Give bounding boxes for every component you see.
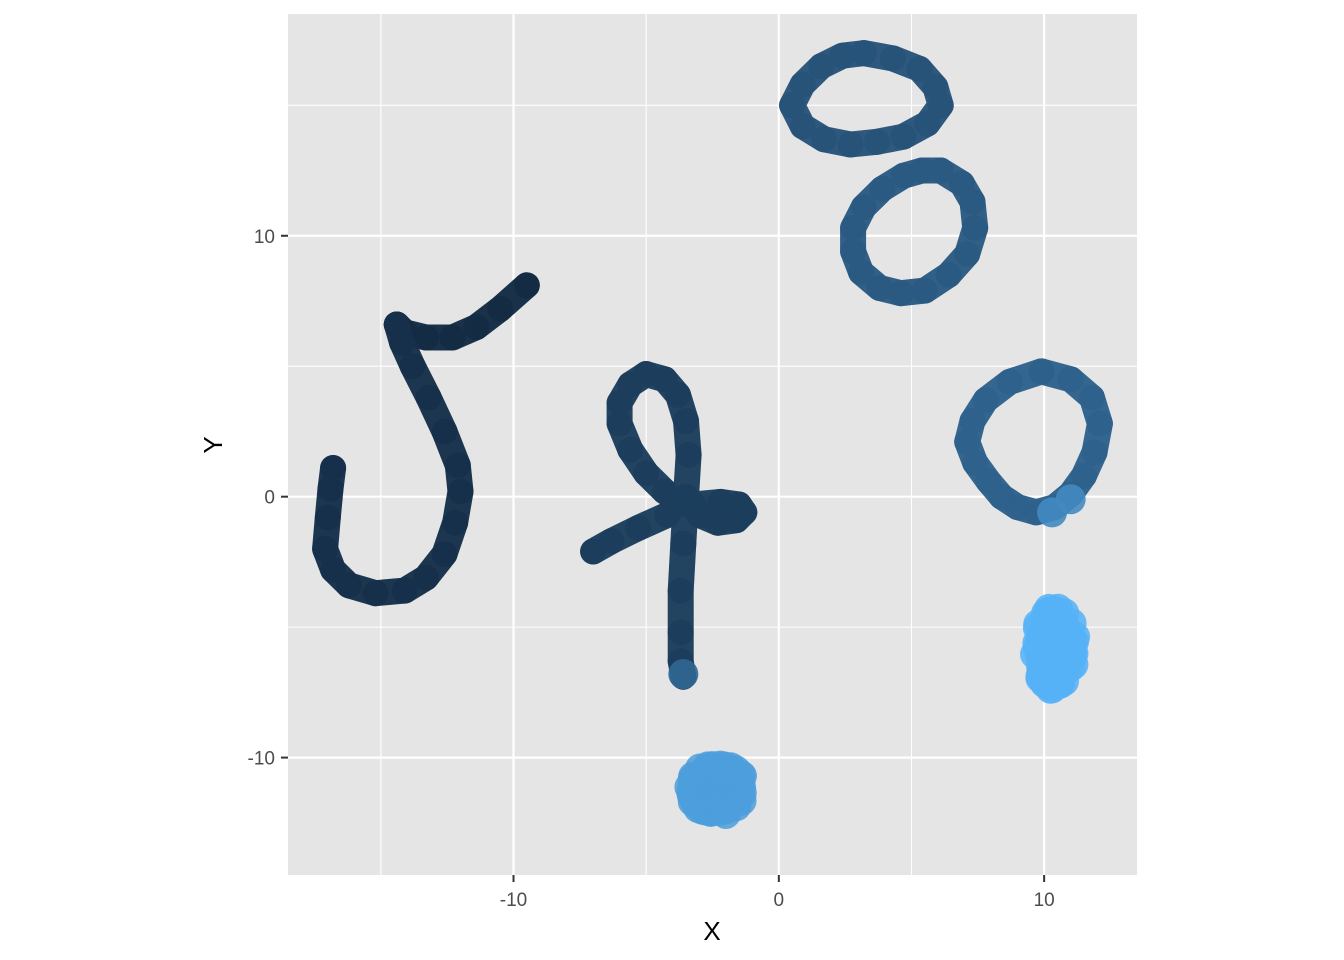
data-point — [887, 280, 914, 307]
data-point — [911, 277, 938, 304]
data-point — [412, 564, 439, 591]
data-point — [890, 123, 917, 150]
data-point — [625, 514, 652, 541]
data-point — [935, 261, 962, 288]
data-point — [598, 528, 625, 555]
data-point — [909, 157, 936, 184]
data-point — [810, 126, 837, 153]
data-point — [840, 238, 867, 265]
data-point — [808, 53, 835, 80]
data-point — [840, 214, 867, 241]
data-point — [837, 131, 864, 158]
data-point — [399, 353, 426, 380]
data-point — [336, 572, 363, 599]
data-point — [789, 113, 816, 140]
data-point — [463, 314, 490, 341]
data-point — [927, 92, 954, 119]
data-point — [829, 42, 856, 69]
data-point — [1057, 366, 1084, 393]
y-tick-label: -10 — [248, 749, 275, 770]
panel-background — [288, 14, 1137, 875]
data-point — [1081, 439, 1108, 466]
cluster-point — [677, 786, 708, 817]
axes-layer: -10 0 10 -10 0 10 — [248, 227, 1055, 911]
data-point — [320, 454, 347, 481]
x-tick-label: 0 — [774, 890, 785, 911]
data-point — [320, 556, 347, 583]
data-point — [668, 659, 699, 690]
data-point — [954, 241, 981, 268]
x-axis-title: X — [703, 916, 720, 946]
x-tick-label: -10 — [500, 890, 527, 911]
data-point — [314, 504, 341, 531]
data-point — [447, 478, 474, 505]
grid-lines — [288, 14, 1137, 875]
data-point — [672, 408, 699, 435]
data-point — [412, 324, 439, 351]
data-point — [962, 449, 989, 476]
data-point — [779, 92, 806, 119]
data-point — [1028, 358, 1055, 385]
data-point — [1055, 484, 1086, 515]
data-point — [391, 577, 418, 604]
data-point — [651, 478, 678, 505]
data-point — [996, 368, 1023, 395]
data-point — [927, 157, 954, 184]
y-tick-label: 0 — [264, 488, 275, 509]
data-point — [672, 483, 699, 510]
cluster-point — [1043, 623, 1074, 654]
data-point — [617, 436, 644, 463]
data-point — [675, 441, 702, 468]
points-layer — [668, 484, 1091, 829]
data-point — [866, 274, 893, 301]
data-point — [959, 408, 986, 435]
data-point — [415, 384, 442, 411]
data-point — [869, 175, 896, 202]
x-tick-label: 10 — [1034, 890, 1055, 911]
data-point — [439, 324, 466, 351]
data-point — [863, 128, 890, 155]
data-point — [513, 272, 540, 299]
data-point — [487, 295, 514, 322]
cluster-point — [705, 761, 736, 792]
data-point — [442, 509, 469, 536]
data-point — [362, 580, 389, 607]
data-point — [1078, 384, 1105, 411]
data-point — [1070, 462, 1097, 489]
data-point — [789, 71, 816, 98]
data-point — [667, 577, 694, 604]
cluster-point — [1033, 650, 1064, 681]
data-point — [389, 329, 416, 356]
data-point — [633, 460, 660, 487]
data-point — [906, 55, 933, 82]
data-point — [317, 475, 344, 502]
data-point — [848, 259, 875, 286]
data-point — [972, 387, 999, 414]
data-point — [914, 110, 941, 137]
data-point — [606, 410, 633, 437]
data-point — [954, 428, 981, 455]
data-point — [959, 188, 986, 215]
data-point — [850, 194, 877, 221]
data-point — [1086, 410, 1113, 437]
y-tick-label: 10 — [254, 227, 275, 248]
data-point — [850, 40, 877, 67]
data-point — [665, 381, 692, 408]
data-point — [667, 619, 694, 646]
data-point — [431, 418, 458, 445]
y-axis-title: Y — [198, 436, 228, 453]
data-point — [431, 541, 458, 568]
data-point — [670, 530, 697, 557]
data-point — [312, 535, 339, 562]
data-point — [962, 214, 989, 241]
data-point — [879, 45, 906, 72]
data-point — [975, 468, 1002, 495]
data-point — [444, 452, 471, 479]
